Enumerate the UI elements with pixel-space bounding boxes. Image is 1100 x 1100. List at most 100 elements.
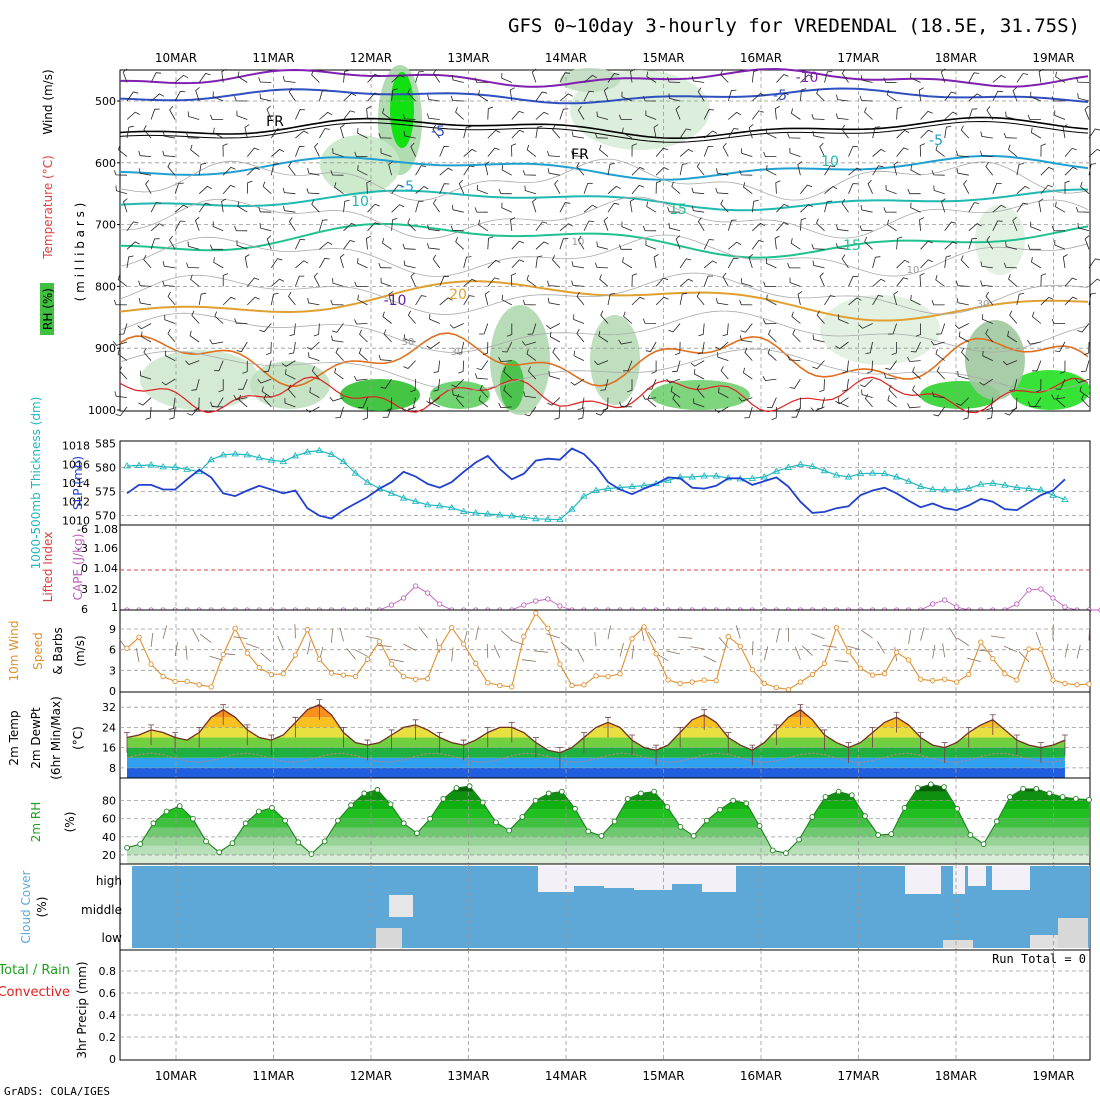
minmax-axis-label: (6hr Min/Max) (49, 696, 63, 780)
wind-barb (990, 635, 1005, 639)
date-label-bottom: 11MAR (252, 1069, 294, 1083)
wind-barb (957, 371, 969, 380)
data-point (605, 673, 611, 680)
wind-barb (690, 360, 705, 367)
temp-band (127, 767, 1065, 778)
data-point (592, 486, 600, 493)
wind-barb (535, 91, 548, 102)
wind-barb (940, 68, 946, 83)
minmax-bar (869, 727, 876, 748)
wind-barb (1076, 77, 1090, 83)
wind-barb (212, 221, 224, 232)
wind-barb (752, 93, 766, 102)
wind-barb (319, 219, 328, 231)
data-point (844, 473, 853, 480)
data-point (808, 462, 817, 469)
wind-barb (331, 323, 344, 333)
wind-barb (956, 297, 969, 306)
wind-barb (501, 164, 512, 176)
data-point (1002, 671, 1008, 677)
wind-barb (1088, 128, 1100, 139)
wind-barb (955, 280, 969, 287)
wind-barb (295, 145, 305, 157)
wind-barb (113, 170, 128, 176)
data-point (255, 808, 262, 815)
wind-barb (503, 366, 513, 380)
y-tick-label: 0 (109, 1053, 116, 1066)
wind-barb (703, 275, 714, 287)
y-tick-label: 1 (111, 601, 118, 614)
wind-barb (403, 334, 416, 343)
wind-barb (774, 235, 780, 250)
wind-barb (357, 165, 368, 176)
wind-barb (115, 406, 128, 417)
data-point (783, 850, 789, 856)
data-point (880, 469, 889, 477)
wind-barb (912, 366, 921, 380)
wind-barb (531, 68, 537, 83)
wind-barbs (113, 68, 1100, 421)
data-point (280, 671, 286, 677)
wind-barb (270, 293, 279, 305)
data-point (279, 457, 288, 465)
wind-barb (189, 330, 200, 343)
wind-barb (1008, 144, 1018, 157)
wind-barb (487, 106, 494, 120)
data-point (304, 627, 311, 633)
wind-barb (645, 341, 657, 352)
wind-barb (319, 241, 333, 250)
wind-barb (864, 236, 873, 250)
wind-barb (187, 111, 200, 120)
wind-barb (1040, 166, 1054, 176)
wind-barb (295, 130, 309, 139)
y-tick-label: 6 (109, 644, 116, 657)
minmax-bar (148, 724, 155, 746)
y-tick-label: 24 (102, 721, 116, 734)
data-point (845, 649, 852, 655)
wind-barb (222, 296, 236, 306)
wind-barb (410, 142, 416, 157)
wind-barb (407, 310, 416, 324)
y-tick-label: 1.08 (94, 523, 119, 536)
wind-barb (642, 318, 657, 324)
wind-barb (791, 311, 801, 324)
wind-barb (751, 199, 759, 213)
wind-barb (113, 299, 128, 306)
data-point (232, 625, 238, 631)
wind-barb (740, 323, 753, 333)
wind-barb (618, 114, 632, 120)
y-tick-label: 16 (102, 742, 116, 755)
wind-barb (619, 401, 633, 408)
wind-barb (666, 378, 681, 384)
data-point (208, 684, 214, 690)
wind-barb (366, 106, 372, 120)
wind-barb (169, 406, 176, 420)
wind-barb (258, 77, 272, 83)
date-label-bottom: 12MAR (350, 1069, 392, 1083)
wind-barb (451, 647, 454, 662)
wind-barb (646, 378, 657, 390)
wind-barb (439, 146, 449, 157)
wind-barb (169, 105, 176, 120)
wind-barb (547, 150, 560, 157)
temperature-contours (119, 67, 1089, 414)
wind-barb (822, 645, 837, 648)
date-label-top: 15MAR (642, 51, 684, 65)
wind-barb (210, 401, 224, 408)
wind-barb (126, 91, 139, 102)
data-point (689, 679, 695, 685)
wind-barb (238, 394, 248, 408)
wind-barb (506, 323, 513, 337)
wind-barb (672, 360, 681, 373)
minmax-bar (1061, 734, 1068, 756)
wind-barb (1088, 163, 1097, 176)
date-label-bottom: 16MAR (740, 1069, 782, 1083)
wind-barb (679, 292, 688, 305)
wind-barb (1084, 105, 1090, 120)
data-point (453, 785, 460, 791)
temp-band (127, 757, 1065, 768)
contour-label: 15 (669, 202, 687, 218)
wind-barb (583, 204, 597, 213)
wind-barb (455, 107, 464, 120)
wind-barb (824, 295, 836, 306)
